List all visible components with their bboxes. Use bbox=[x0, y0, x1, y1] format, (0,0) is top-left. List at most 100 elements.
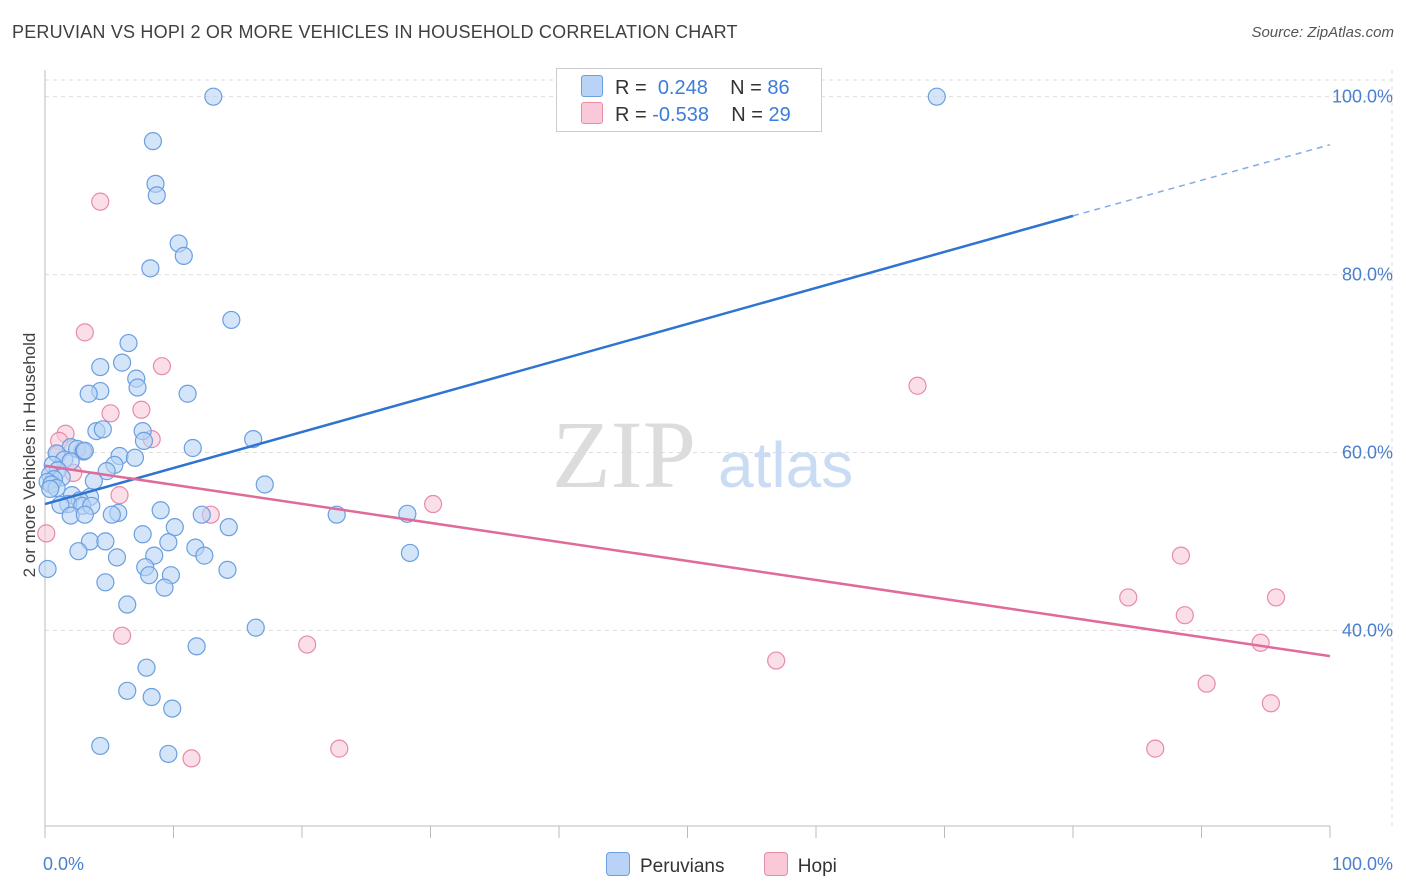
peruvian-point bbox=[159, 744, 178, 764]
peruvian-point bbox=[222, 310, 241, 330]
y-tick-label: 40.0% bbox=[1342, 620, 1393, 640]
hopi-point bbox=[112, 626, 132, 645]
hopi-swatch bbox=[581, 102, 603, 124]
y-tick-labels: 40.0% 60.0% 80.0% 100.0% bbox=[1332, 87, 1393, 641]
peruvians-swatch bbox=[581, 75, 603, 97]
y-tick-label: 60.0% bbox=[1342, 442, 1393, 462]
peruvians-n-label: N = bbox=[730, 77, 762, 99]
hopi-point bbox=[1146, 739, 1165, 758]
trend-lines bbox=[44, 143, 1331, 658]
peruvian-point bbox=[187, 637, 206, 656]
peruvian-point bbox=[91, 357, 110, 377]
peruvian-point bbox=[218, 560, 237, 579]
peruvian-point bbox=[141, 259, 160, 278]
hopi-point bbox=[1119, 588, 1138, 607]
peruvian-point bbox=[41, 479, 60, 499]
hopi-point bbox=[1266, 588, 1286, 607]
peruvian-point bbox=[119, 333, 138, 353]
chart-title: PERUVIAN VS HOPI 2 OR MORE VEHICLES IN H… bbox=[12, 22, 738, 42]
hopi-point bbox=[152, 357, 172, 376]
peruvian-point bbox=[96, 532, 115, 551]
peruvian-point bbox=[147, 186, 166, 205]
peruvian-point bbox=[79, 384, 98, 403]
hopi-r-label: R = bbox=[615, 104, 647, 126]
gridlines bbox=[45, 70, 1393, 826]
hopi-point bbox=[75, 323, 94, 342]
peruvian-point bbox=[183, 438, 202, 458]
peruvian-points bbox=[38, 87, 946, 764]
peruvian-point bbox=[125, 448, 145, 467]
hopi-n-value: 29 bbox=[768, 104, 791, 126]
peruvian-point bbox=[400, 543, 420, 563]
peruvian-point bbox=[69, 542, 88, 561]
hopi-point bbox=[298, 635, 317, 654]
hopi-point bbox=[1175, 606, 1194, 625]
peruvian-point bbox=[133, 525, 152, 544]
peruvian-point bbox=[195, 546, 214, 565]
peruvians-r-value: 0.248 bbox=[657, 77, 708, 99]
hopi-point bbox=[91, 192, 110, 211]
peruvian-point bbox=[137, 658, 156, 677]
hopi-r-value: -0.538 bbox=[652, 104, 709, 126]
peruvian-point bbox=[151, 501, 170, 520]
legend-hopi-swatch bbox=[763, 852, 788, 876]
x-tick-labels: 0.0% 100.0% bbox=[43, 854, 1393, 874]
axes bbox=[44, 70, 1331, 838]
peruvian-point bbox=[159, 533, 178, 552]
peruvian-point bbox=[75, 505, 94, 524]
legend-hopi-label: Hopi bbox=[797, 856, 837, 877]
peruvian-point bbox=[93, 420, 112, 439]
peruvian-point bbox=[139, 566, 159, 585]
hopi-trend-line bbox=[44, 464, 1331, 658]
hopi-point bbox=[423, 494, 443, 514]
hopi-point bbox=[1261, 694, 1280, 713]
peruvian-point bbox=[163, 699, 182, 718]
hopi-point bbox=[37, 524, 56, 543]
peruvian-point bbox=[174, 246, 193, 265]
peruvian-point bbox=[118, 681, 137, 700]
peruvian-point bbox=[204, 87, 223, 106]
peruvian-point bbox=[112, 353, 132, 372]
peruvian-point bbox=[246, 618, 265, 637]
hopi-point bbox=[132, 400, 151, 419]
hopi-point bbox=[908, 376, 927, 395]
hopi-point bbox=[1197, 674, 1216, 693]
peruvian-point bbox=[134, 431, 154, 450]
peruvian-point bbox=[91, 736, 110, 756]
peruvian-point bbox=[96, 573, 115, 592]
peruvians-trend-line bbox=[44, 214, 1074, 506]
watermark-atlas: atlas bbox=[718, 429, 853, 501]
peruvian-point bbox=[107, 548, 127, 567]
peruvian-point bbox=[155, 578, 174, 597]
legend-peruvians-swatch bbox=[606, 852, 630, 876]
y-tick-label: 100.0% bbox=[1332, 87, 1393, 107]
y-tick-label: 80.0% bbox=[1342, 265, 1393, 285]
x-tick-label-max: 100.0% bbox=[1332, 854, 1393, 874]
hopi-n-label: N = bbox=[731, 104, 763, 126]
watermark: ZIP atlas bbox=[552, 401, 853, 508]
legend-row-peruvians: R = 0.248 N = 86 bbox=[581, 75, 790, 101]
hopi-point bbox=[767, 651, 786, 670]
peruvian-point bbox=[38, 559, 57, 579]
peruvian-point bbox=[142, 687, 161, 707]
watermark-zip: ZIP bbox=[552, 401, 696, 508]
peruvian-point bbox=[255, 475, 274, 494]
hopi-point bbox=[101, 404, 120, 423]
peruvian-point bbox=[927, 87, 946, 106]
x-tick-label-min: 0.0% bbox=[43, 854, 84, 874]
source-label: Source: ZipAtlas.com bbox=[1251, 24, 1394, 41]
legend-item-hopi: Hopi bbox=[763, 852, 837, 878]
series-legend: Peruvians Hopi bbox=[606, 852, 871, 878]
peruvian-point bbox=[75, 441, 94, 460]
peruvian-point bbox=[192, 505, 211, 524]
peruvian-point bbox=[102, 505, 121, 524]
peruvian-point bbox=[219, 518, 238, 537]
peruvians-n-value: 86 bbox=[767, 77, 790, 99]
peruvian-point bbox=[178, 384, 197, 403]
legend-peruvians-label: Peruvians bbox=[640, 856, 725, 877]
correlation-legend: R = 0.248 N = 86 R = -0.538 N = 29 bbox=[556, 68, 822, 132]
peruvian-point bbox=[165, 518, 184, 537]
peruvian-point bbox=[118, 595, 137, 614]
peruvian-point bbox=[128, 378, 147, 397]
